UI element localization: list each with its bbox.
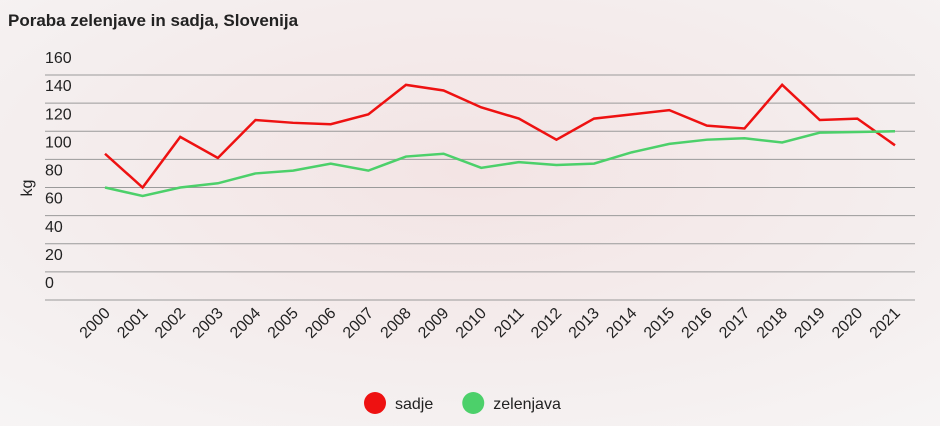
- legend-item: zelenjava: [462, 392, 561, 414]
- legend-marker: [462, 392, 485, 414]
- y-tick-label: 120: [45, 106, 72, 123]
- legend-label: sadje: [395, 396, 433, 413]
- legend-label: zelenjava: [493, 396, 561, 413]
- data-line: [104, 130, 896, 198]
- y-tick-label: 60: [45, 191, 63, 208]
- legend-marker: [364, 392, 386, 414]
- y-tick-label: 100: [45, 134, 72, 151]
- legend-item: sadje: [364, 392, 433, 414]
- y-axis-label: kg: [19, 180, 36, 197]
- chart-title: Poraba zelenjave in sadja, Slovenija: [8, 11, 299, 30]
- y-tick-label: 0: [45, 275, 54, 292]
- data-line: [104, 83, 896, 190]
- y-tick-label: 80: [45, 163, 63, 180]
- y-tick-label: 140: [45, 78, 72, 95]
- y-tick-label: 40: [45, 219, 63, 236]
- y-tick-label: 20: [45, 247, 63, 264]
- y-tick-label: 160: [45, 50, 72, 67]
